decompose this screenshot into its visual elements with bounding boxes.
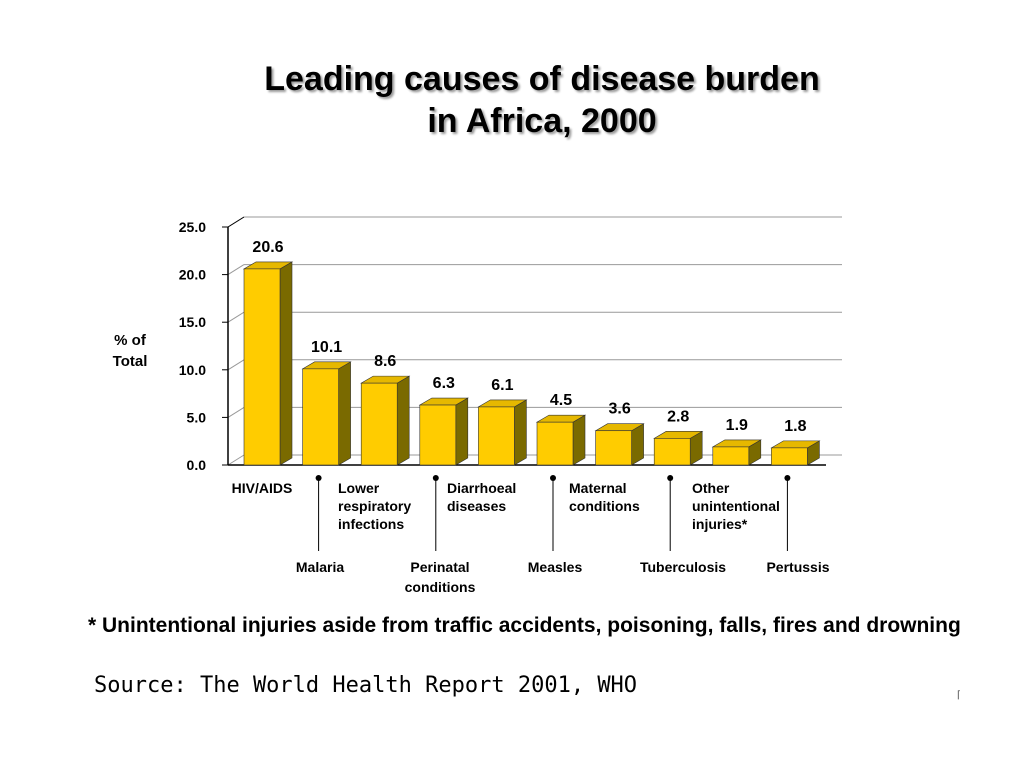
data-label: 20.6: [252, 239, 283, 256]
title-line-1: Leading causes of disease burden: [264, 60, 820, 98]
bar: [653, 438, 691, 466]
y-tick-label: 20.0: [179, 267, 206, 283]
x-category-label: Lower: [338, 480, 380, 496]
y-tick-label: 0.0: [187, 457, 207, 473]
y-axis-label: % of Total: [112, 332, 148, 370]
bar: [595, 430, 632, 466]
bar: [536, 421, 574, 466]
bar: [478, 406, 515, 466]
x-category-label: Diarrhoeal: [447, 480, 516, 496]
title-line-2: in Africa, 2000: [427, 102, 657, 140]
x-category-label: Other: [692, 480, 730, 496]
data-label: 6.1: [491, 377, 513, 394]
y-axis-top: [227, 216, 245, 228]
x-category-label: Measles: [528, 559, 583, 575]
y-tick-label: 10.0: [179, 362, 206, 378]
x-category-label: diseases: [447, 498, 506, 514]
data-label: 6.3: [433, 375, 455, 392]
y-tick-label: 25.0: [179, 219, 206, 235]
bar-side: [572, 414, 586, 466]
data-label: 1.8: [784, 418, 806, 435]
source-note: Source: The World Health Report 2001, WH…: [94, 673, 638, 698]
gridline-depth: [227, 264, 245, 276]
bar: [243, 268, 281, 466]
data-label: 3.6: [608, 401, 630, 418]
x-category-label: Pertussis: [766, 559, 829, 575]
data-label: 8.6: [374, 353, 396, 370]
x-category-label: conditions: [569, 498, 640, 514]
x-category-label: Malaria: [296, 559, 344, 575]
x-category-label: injuries*: [692, 516, 748, 532]
x-category-label: HIV/AIDS: [232, 480, 293, 496]
x-category-label: respiratory: [338, 498, 411, 514]
gridline-depth: [227, 359, 245, 371]
bar: [771, 447, 808, 466]
data-label: 2.8: [667, 408, 689, 425]
y-tick-label: 5.0: [187, 409, 207, 425]
bar: [302, 368, 339, 466]
bar-side: [279, 261, 293, 466]
bar-side: [396, 375, 410, 466]
corner-mark: ⌈: [957, 690, 961, 701]
footnote: * Unintentional injuries aside from traf…: [88, 614, 961, 637]
chart-title: Leading causes of disease burden in Afri…: [0, 58, 1024, 142]
y-tick-label: 15.0: [179, 314, 206, 330]
x-category-label: infections: [338, 516, 404, 532]
bar: [419, 404, 457, 466]
bar: [360, 382, 398, 466]
data-label: 4.5: [550, 392, 572, 409]
x-category-label: Perinatal: [410, 559, 469, 575]
x-category-label: unintentional: [692, 498, 780, 514]
gridline-depth: [227, 311, 245, 323]
x-category-label: conditions: [405, 579, 476, 595]
bar-side: [338, 361, 351, 466]
data-label: 1.9: [726, 417, 748, 434]
x-category-label: Maternal: [569, 480, 627, 496]
bar-side: [514, 399, 527, 466]
floor-edge: [227, 454, 245, 466]
bar: [712, 446, 750, 466]
x-category-label: Tuberculosis: [640, 559, 726, 575]
data-label: 10.1: [311, 339, 342, 356]
gridline-depth: [227, 406, 245, 418]
bar-side: [455, 397, 469, 466]
